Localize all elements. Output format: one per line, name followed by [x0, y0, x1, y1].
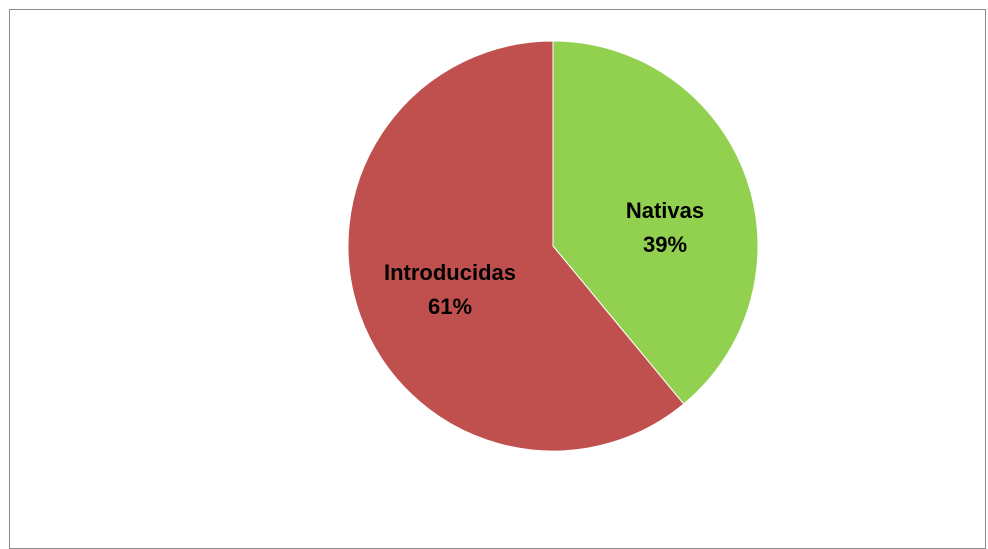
slice-label-percent: 61% [428, 294, 472, 319]
slice-label-name: Introducidas [384, 260, 516, 285]
slice-label-percent: 39% [643, 232, 687, 257]
pie-slice-nativas [552, 40, 759, 405]
pie-slices [347, 40, 759, 452]
slice-label-name: Nativas [626, 198, 704, 223]
pie-labels: Nativas 39% Introducidas 61% [384, 198, 704, 319]
pie-chart: Nativas 39% Introducidas 61% [347, 40, 759, 452]
pie-slice-introducidas [347, 40, 685, 452]
